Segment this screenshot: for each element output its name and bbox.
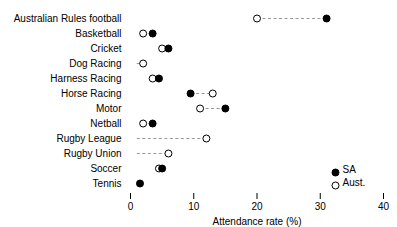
svg-text:Rugby Union: Rugby Union xyxy=(64,148,122,159)
svg-text:Rugby League: Rugby League xyxy=(56,133,121,144)
svg-text:Motor: Motor xyxy=(96,103,122,114)
svg-text:Dog Racing: Dog Racing xyxy=(69,58,121,69)
svg-text:Netball: Netball xyxy=(90,118,121,129)
svg-text:Soccer: Soccer xyxy=(90,163,122,174)
svg-text:0: 0 xyxy=(128,201,134,212)
svg-text:Attendance rate (%): Attendance rate (%) xyxy=(213,216,302,227)
svg-text:Aust.: Aust. xyxy=(343,177,366,188)
svg-text:20: 20 xyxy=(251,201,263,212)
svg-text:SA: SA xyxy=(343,164,357,175)
svg-text:Cricket: Cricket xyxy=(90,43,121,54)
svg-text:Australian Rules football: Australian Rules football xyxy=(14,13,122,24)
svg-text:Tennis: Tennis xyxy=(93,178,122,189)
svg-text:40: 40 xyxy=(378,201,390,212)
svg-text:Horse Racing: Horse Racing xyxy=(61,88,122,99)
svg-text:Harness Racing: Harness Racing xyxy=(50,73,121,84)
svg-text:10: 10 xyxy=(188,201,200,212)
svg-text:Basketball: Basketball xyxy=(75,28,121,39)
svg-text:30: 30 xyxy=(315,201,327,212)
